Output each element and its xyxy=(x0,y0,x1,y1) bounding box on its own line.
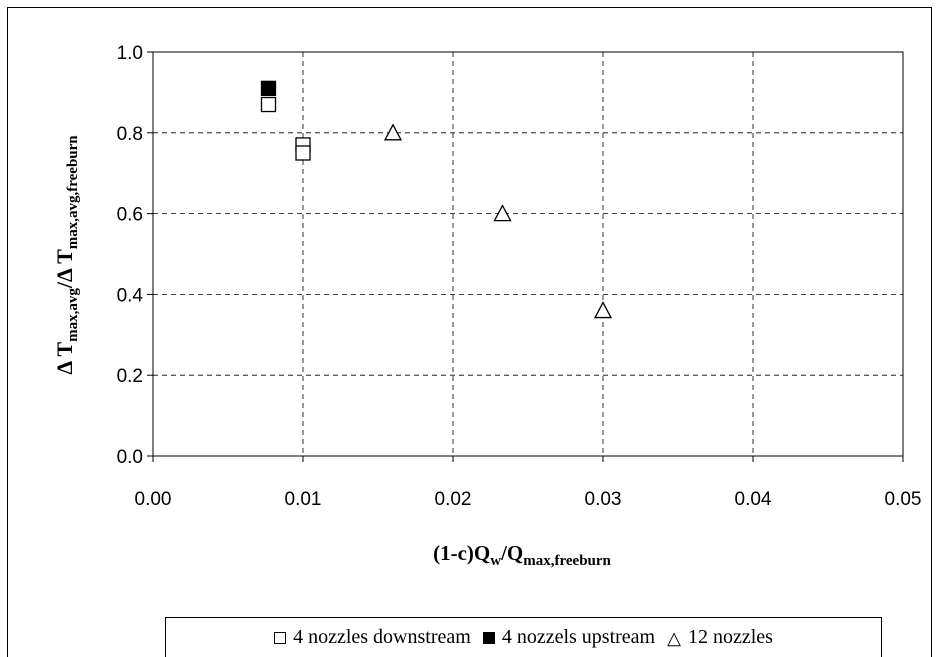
data-point-open-triangle xyxy=(493,204,512,222)
legend-label: 12 nozzles xyxy=(687,626,773,648)
y-tick-label: 0.8 xyxy=(117,124,143,145)
y-axis-ticks: 0.0 0.2 0.4 0.6 0.8 1.0 xyxy=(117,43,153,468)
y-tick-label: 0.0 xyxy=(117,447,143,468)
y-tick-label: 0.2 xyxy=(117,366,143,387)
open-square-icon xyxy=(274,631,287,644)
grid-lines xyxy=(153,52,903,456)
data-point-open-triangle xyxy=(383,123,403,141)
legend: 4 nozzles downstream 4 nozzels upstream … xyxy=(165,617,882,657)
data-point-filled-square xyxy=(260,80,277,97)
x-tick-label: 0.05 xyxy=(885,489,922,510)
data-point-open-square xyxy=(260,96,277,113)
y-tick-label: 0.4 xyxy=(117,285,144,306)
filled-square-icon xyxy=(482,631,495,644)
legend-item-downstream: 4 nozzles downstream xyxy=(274,626,471,649)
x-tick-label: 0.04 xyxy=(735,489,772,510)
y-tick-label: 0.6 xyxy=(117,205,143,226)
x-tick-label: 0.00 xyxy=(135,489,172,510)
legend-item-upstream: 4 nozzels upstream xyxy=(482,626,656,649)
y-axis-title: Δ Tmax,avg/Δ Tmax,avg,freeburn xyxy=(52,135,81,375)
data-point-open-triangle xyxy=(593,301,613,319)
x-tick-label: 0.03 xyxy=(585,489,622,510)
legend-label: 4 nozzles downstream xyxy=(293,626,471,648)
legend-label: 4 nozzels upstream xyxy=(501,626,656,648)
y-tick-label: 1.0 xyxy=(117,43,143,64)
x-tick-label: 0.01 xyxy=(285,489,322,510)
x-axis-title: (1-c)Qw/Qmax,freeburn xyxy=(433,541,611,569)
legend-item-12-nozzles: △ 12 nozzles xyxy=(667,626,773,649)
chart-frame xyxy=(7,7,932,657)
x-axis-ticks: 0.00 0.01 0.02 0.03 0.04 0.05 xyxy=(135,456,922,510)
data-points xyxy=(260,80,613,319)
data-point-open-square xyxy=(295,145,311,161)
plot-area-border xyxy=(152,51,904,457)
open-triangle-icon: △ xyxy=(667,627,681,648)
x-tick-label: 0.02 xyxy=(435,489,472,510)
